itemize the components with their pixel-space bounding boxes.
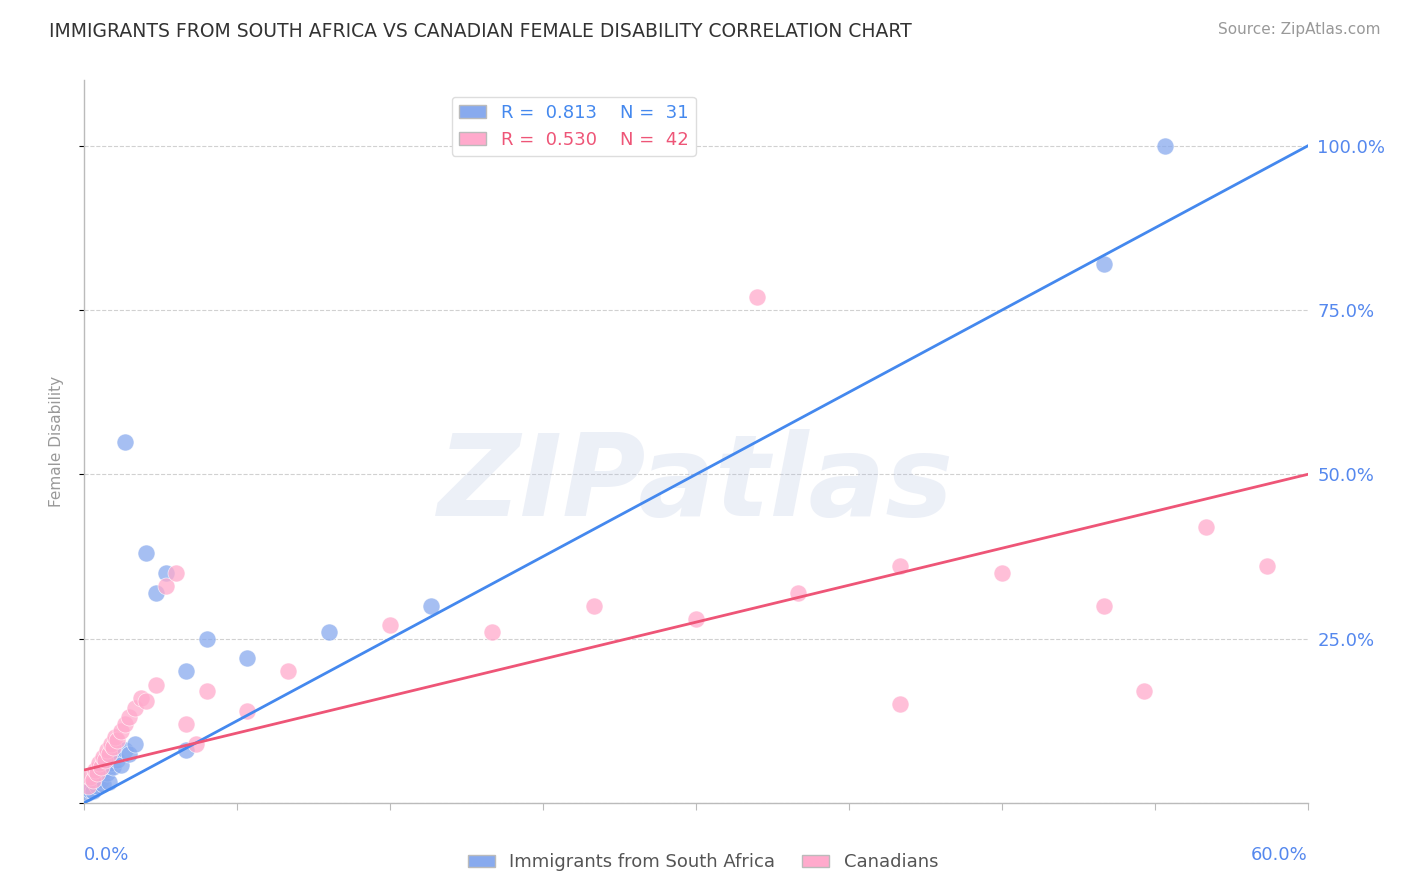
Point: [155, 579, 177, 593]
Point: [87, 770, 110, 784]
Point: [583, 599, 606, 613]
Point: [747, 290, 769, 304]
Point: [79, 770, 101, 784]
Point: [86, 766, 108, 780]
Point: [110, 757, 132, 772]
Point: [236, 651, 259, 665]
Point: [318, 625, 340, 640]
Point: [87, 756, 110, 771]
Point: [277, 665, 299, 679]
Point: [114, 434, 136, 449]
Point: [118, 747, 141, 761]
Point: [91, 749, 114, 764]
Point: [135, 694, 157, 708]
Point: [145, 585, 167, 599]
Point: [380, 618, 402, 632]
Point: [91, 777, 114, 791]
Point: [1133, 684, 1156, 698]
Point: [236, 704, 259, 718]
Point: [82, 784, 104, 798]
Point: [124, 737, 146, 751]
Point: [124, 700, 146, 714]
Point: [105, 733, 128, 747]
Point: [82, 772, 104, 787]
Point: [174, 665, 197, 679]
Point: [101, 760, 124, 774]
Point: [685, 612, 707, 626]
Point: [90, 772, 112, 787]
Point: [83, 763, 105, 777]
Point: [93, 753, 115, 767]
Point: [83, 776, 105, 790]
Point: [1195, 520, 1218, 534]
Point: [135, 546, 157, 560]
Point: [889, 559, 911, 574]
Point: [195, 632, 218, 646]
Point: [889, 698, 911, 712]
Point: [991, 566, 1014, 580]
Text: Source: ZipAtlas.com: Source: ZipAtlas.com: [1218, 22, 1381, 37]
Point: [105, 753, 128, 767]
Point: [174, 717, 197, 731]
Point: [77, 786, 100, 800]
Point: [114, 743, 136, 757]
Point: [101, 739, 124, 754]
Point: [79, 782, 101, 797]
Point: [481, 625, 503, 640]
Point: [155, 566, 177, 580]
Point: [93, 763, 115, 777]
Point: [104, 749, 127, 764]
Point: [1256, 559, 1278, 574]
Point: [1092, 599, 1115, 613]
Text: IMMIGRANTS FROM SOUTH AFRICA VS CANADIAN FEMALE DISABILITY CORRELATION CHART: IMMIGRANTS FROM SOUTH AFRICA VS CANADIAN…: [49, 22, 912, 41]
Point: [787, 585, 810, 599]
Point: [118, 710, 141, 724]
Text: ZIPatlas: ZIPatlas: [437, 429, 955, 541]
Point: [114, 717, 136, 731]
Point: [131, 690, 153, 705]
Point: [1092, 257, 1115, 271]
Point: [145, 677, 167, 691]
Point: [420, 599, 443, 613]
Point: [97, 774, 120, 789]
Text: 0.0%: 0.0%: [84, 847, 129, 864]
Point: [90, 760, 112, 774]
Point: [100, 737, 122, 751]
Point: [174, 743, 197, 757]
Text: 60.0%: 60.0%: [1251, 847, 1308, 864]
Point: [96, 743, 118, 757]
Point: [1154, 139, 1177, 153]
Point: [104, 730, 127, 744]
Point: [96, 766, 118, 780]
Point: [77, 780, 100, 794]
Point: [165, 566, 187, 580]
Point: [97, 747, 120, 761]
Legend: Immigrants from South Africa, Canadians: Immigrants from South Africa, Canadians: [460, 847, 946, 879]
Y-axis label: Female Disability: Female Disability: [49, 376, 63, 508]
Point: [100, 756, 122, 771]
Point: [195, 684, 218, 698]
Point: [86, 780, 108, 794]
Legend: R =  0.813    N =  31, R =  0.530    N =  42: R = 0.813 N = 31, R = 0.530 N = 42: [451, 96, 696, 156]
Point: [186, 737, 208, 751]
Point: [110, 723, 132, 738]
